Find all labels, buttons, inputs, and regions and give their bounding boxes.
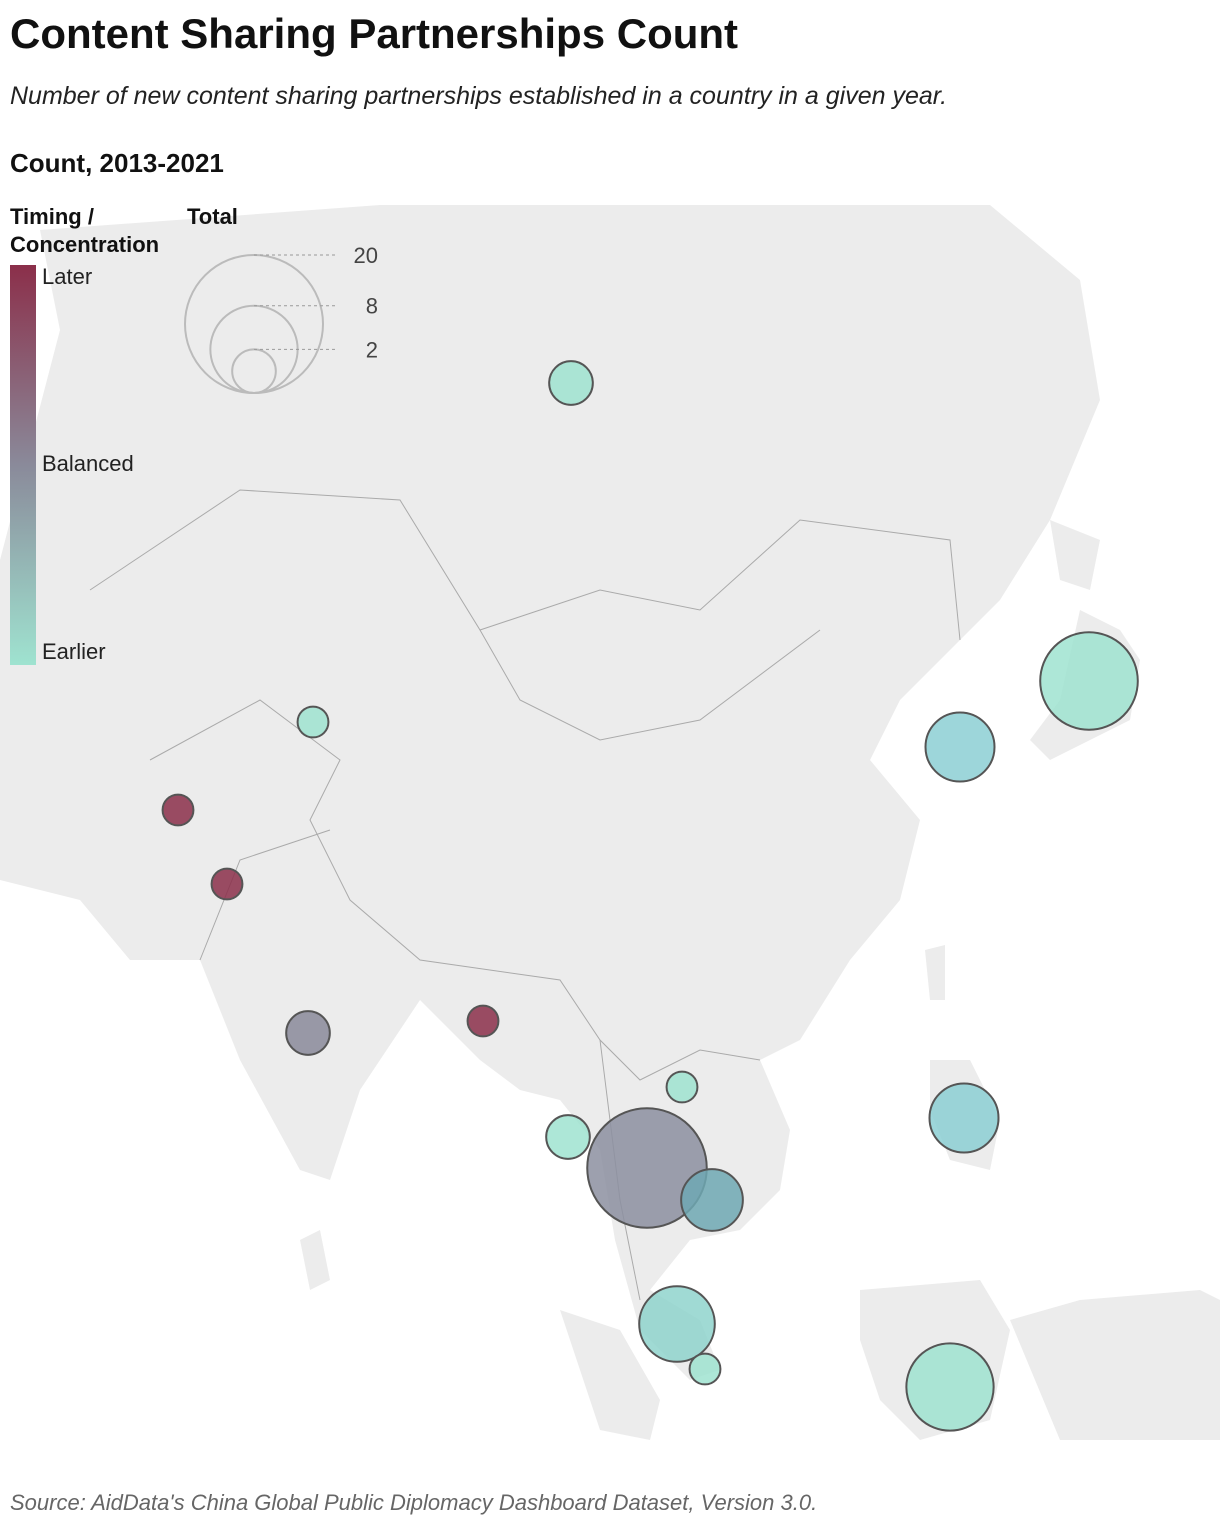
bubble xyxy=(688,1352,722,1386)
section-title: Count, 2013-2021 xyxy=(10,148,224,178)
borders xyxy=(89,489,961,1301)
bubble xyxy=(161,793,195,827)
size-legend-label: 8 xyxy=(366,294,378,319)
bubble xyxy=(680,1168,744,1232)
bubble xyxy=(466,1004,500,1038)
bubble xyxy=(905,1342,995,1432)
subtitle: Number of new content sharing partnershi… xyxy=(10,82,948,110)
size-legend-label: 2 xyxy=(366,337,378,362)
color-bar xyxy=(10,265,36,665)
bubble xyxy=(586,1107,708,1229)
bubble xyxy=(545,1114,591,1160)
bubble xyxy=(296,705,330,739)
bubbles xyxy=(161,360,1139,1432)
color-legend-label: Earlier xyxy=(42,639,106,664)
bubble xyxy=(924,711,996,783)
bubble xyxy=(638,1285,716,1363)
bubble xyxy=(928,1082,1000,1154)
bubble xyxy=(285,1010,331,1056)
title: Content Sharing Partnerships Count xyxy=(10,10,739,57)
bubble xyxy=(665,1070,699,1104)
bubble xyxy=(548,360,594,406)
source: Source: AidData's China Global Public Di… xyxy=(10,1490,818,1515)
size-legend-title: Total xyxy=(187,204,238,229)
bubble xyxy=(210,867,244,901)
color-legend-label: Later xyxy=(42,264,92,289)
size-legend-label: 20 xyxy=(354,243,378,268)
color-legend-title: Timing / Concentration xyxy=(10,204,159,257)
bubble xyxy=(1039,631,1139,731)
color-legend-label: Balanced xyxy=(42,451,134,476)
